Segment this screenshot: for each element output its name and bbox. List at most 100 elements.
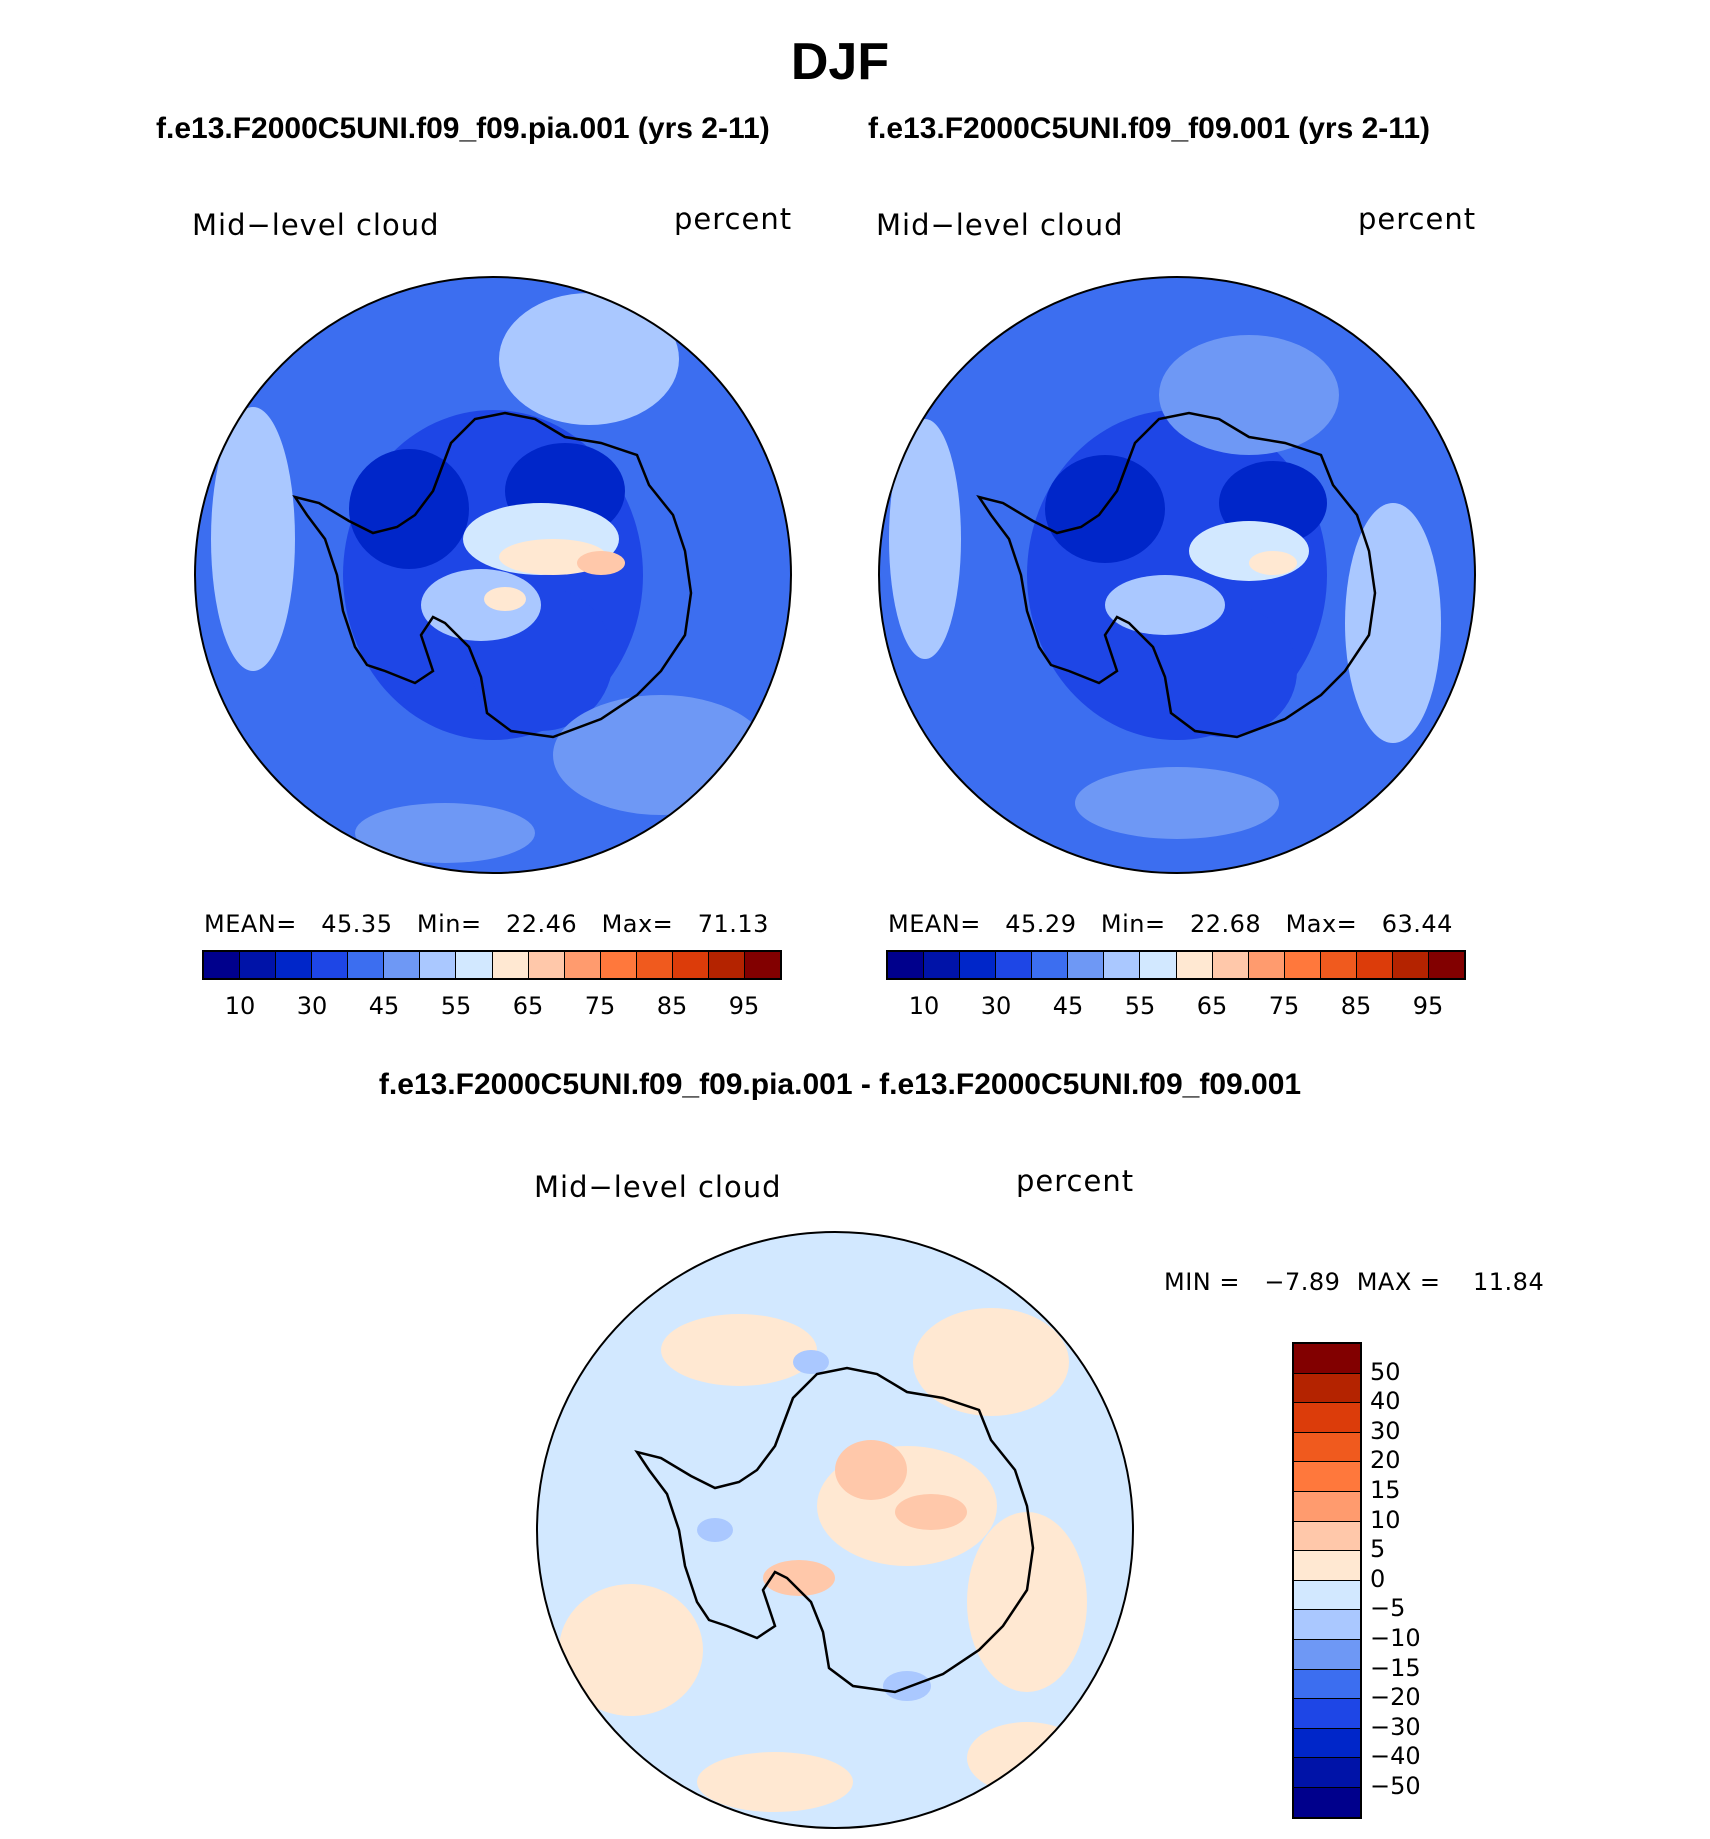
min-value: 22.68 bbox=[1189, 910, 1262, 938]
mean-label: MEAN= bbox=[204, 910, 297, 938]
test-stats: MEAN= 45.35 Min= 22.46 Max= 71.13 bbox=[204, 910, 769, 938]
contour-fill bbox=[697, 1752, 853, 1812]
control-polar-map bbox=[878, 276, 1476, 874]
difference-units-label: percent bbox=[1016, 1164, 1135, 1198]
colorbar-swatch bbox=[1294, 1580, 1360, 1611]
difference-polar-map bbox=[536, 1231, 1134, 1829]
colorbar-tick-label: 85 bbox=[656, 992, 688, 1020]
colorbar-tick-label: 55 bbox=[440, 992, 472, 1020]
colorbar-swatch bbox=[1294, 1728, 1360, 1759]
colorbar-tick-label: −40 bbox=[1370, 1742, 1421, 1771]
antarctica-coastline bbox=[976, 411, 1377, 739]
max-label: Max= bbox=[601, 910, 674, 938]
colorbar-tick-label: −10 bbox=[1370, 1624, 1421, 1652]
min-value: 22.46 bbox=[505, 910, 578, 938]
colorbar-tick-label: 0 bbox=[1370, 1564, 1386, 1593]
colorbar-swatch bbox=[492, 952, 529, 978]
control-variable-label: Mid−level cloud bbox=[876, 208, 1124, 242]
colorbar-swatch bbox=[1294, 1521, 1360, 1552]
contour-fill bbox=[1153, 605, 1297, 737]
contour-fill bbox=[883, 1671, 931, 1701]
colorbar-swatch bbox=[1284, 952, 1321, 978]
antarctica-coastline bbox=[292, 411, 693, 739]
contour-fill bbox=[793, 1350, 829, 1374]
colorbar-tick-label: 5 bbox=[1370, 1535, 1386, 1564]
colorbar-tick-label: 85 bbox=[1340, 992, 1372, 1020]
difference-title: f.e13.F2000C5UNI.f09_f09.pia.001 - f.e13… bbox=[378, 1068, 1302, 1101]
colorbar-swatch bbox=[420, 952, 457, 978]
antarctica-coastline bbox=[634, 1366, 1035, 1694]
colorbar-swatch bbox=[1212, 952, 1249, 978]
colorbar-swatch bbox=[1294, 1432, 1360, 1463]
contour-fill bbox=[553, 695, 769, 815]
max-value: 11.84 bbox=[1473, 1268, 1545, 1296]
colorbar-tick-label: −50 bbox=[1370, 1772, 1421, 1800]
min-label: Min= bbox=[416, 910, 482, 938]
difference-variable-label: Mid−level cloud bbox=[534, 1170, 782, 1204]
contour-fill bbox=[889, 419, 961, 659]
max-label: Max= bbox=[1285, 910, 1358, 938]
colorbar-swatch bbox=[1294, 1403, 1360, 1433]
contour-fill bbox=[355, 803, 535, 863]
test-units-label: percent bbox=[674, 202, 793, 236]
colorbar-swatch bbox=[384, 952, 421, 978]
colorbar-swatch bbox=[348, 952, 385, 978]
mean-value: 45.29 bbox=[1005, 910, 1077, 938]
colorbar-tick-label: 95 bbox=[728, 992, 760, 1020]
difference-colorbar bbox=[1292, 1342, 1362, 1819]
control-case-title: f.e13.F2000C5UNI.f09_f09.001 (yrs 2-11) bbox=[868, 112, 1431, 145]
contour-fill bbox=[577, 551, 625, 575]
contour-fill bbox=[559, 1584, 703, 1716]
colorbar-tick-label: 45 bbox=[368, 992, 400, 1020]
difference-field-fills bbox=[537, 1232, 1133, 1828]
test-polar-map bbox=[194, 276, 792, 874]
colorbar-tick-label: 10 bbox=[908, 992, 940, 1020]
colorbar-swatch bbox=[1248, 952, 1285, 978]
control-colorbar bbox=[886, 950, 1466, 980]
colorbar-swatch bbox=[1176, 952, 1213, 978]
contour-fill bbox=[967, 1512, 1087, 1692]
colorbar-swatch bbox=[1294, 1699, 1360, 1729]
colorbar-swatch bbox=[1294, 1639, 1360, 1670]
colorbar-tick-label: 45 bbox=[1052, 992, 1084, 1020]
colorbar-swatch bbox=[276, 952, 313, 978]
contour-fill bbox=[1075, 767, 1279, 839]
colorbar-tick-label: 30 bbox=[296, 992, 328, 1020]
colorbar-swatch bbox=[1294, 1373, 1360, 1404]
colorbar-swatch bbox=[924, 952, 961, 978]
contour-fill bbox=[913, 1308, 1069, 1416]
min-label: MIN = bbox=[1164, 1268, 1240, 1296]
contour-fill bbox=[661, 1314, 817, 1386]
test-colorbar bbox=[202, 950, 782, 980]
colorbar-tick-label: 95 bbox=[1412, 992, 1444, 1020]
colorbar-tick-label: −30 bbox=[1370, 1712, 1421, 1741]
colorbar-tick-label: 15 bbox=[1370, 1476, 1401, 1504]
contour-fill bbox=[697, 1518, 733, 1542]
test-case-title: f.e13.F2000C5UNI.f09_f09.pia.001 (yrs 2-… bbox=[156, 112, 770, 145]
colorbar-swatch bbox=[888, 952, 925, 978]
colorbar-swatch bbox=[312, 952, 349, 978]
colorbar-swatch bbox=[1428, 952, 1464, 978]
colorbar-swatch bbox=[564, 952, 601, 978]
control-units-label: percent bbox=[1358, 202, 1477, 236]
colorbar-tick-label: −15 bbox=[1370, 1653, 1421, 1682]
colorbar-swatch bbox=[1294, 1344, 1360, 1374]
contour-fill bbox=[1159, 335, 1339, 455]
colorbar-swatch bbox=[636, 952, 673, 978]
contour-fill bbox=[1189, 521, 1309, 581]
colorbar-swatch bbox=[996, 952, 1033, 978]
contour-fill bbox=[895, 1494, 967, 1530]
min-label: Min= bbox=[1100, 910, 1166, 938]
colorbar-tick-label: 10 bbox=[224, 992, 256, 1020]
colorbar-swatch bbox=[204, 952, 241, 978]
test-variable-label: Mid−level cloud bbox=[192, 208, 440, 242]
contour-fill bbox=[349, 449, 469, 569]
contour-fill bbox=[484, 587, 526, 611]
colorbar-tick-label: 65 bbox=[512, 992, 544, 1020]
colorbar-swatch bbox=[528, 952, 565, 978]
colorbar-tick-label: 20 bbox=[1370, 1446, 1401, 1475]
map-boundary bbox=[536, 1231, 1134, 1829]
colorbar-swatch bbox=[1104, 952, 1141, 978]
colorbar-tick-label: 50 bbox=[1370, 1357, 1401, 1386]
difference-stats: MIN = −7.89 MAX = 11.84 bbox=[1164, 1268, 1544, 1296]
